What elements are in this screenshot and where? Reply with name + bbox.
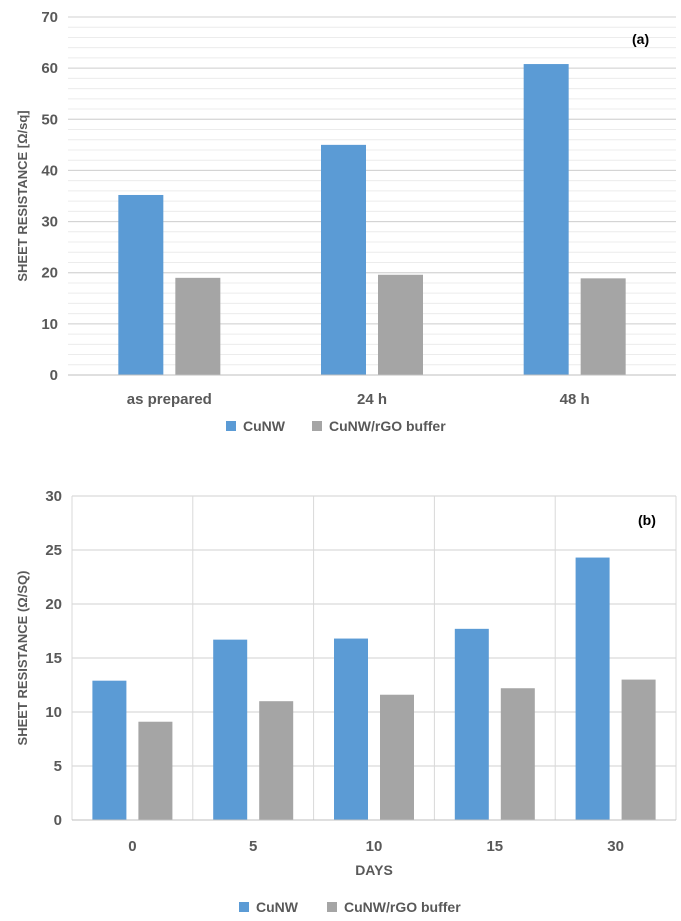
chart-a-legend-label-0: CuNW [243,418,286,434]
chart-a-ytick-label: 40 [41,162,58,179]
chart-a-ytick-label: 10 [41,316,58,333]
chart-b-xlabel: DAYS [355,862,393,878]
chart-b-bar-cunw-rgo-4 [621,679,656,820]
chart-b-bar-cunw-0 [92,680,127,820]
chart-a-bar-cunw-rgo-0 [175,277,221,375]
chart-b-bar-cunw-rgo-1 [259,701,294,820]
chart-b-xtick-label: 0 [128,838,136,855]
chart-b-bar-cunw-3 [454,628,489,820]
chart-a-xtick-label: 48 h [560,391,590,408]
chart-b-legend-swatch-0 [239,902,249,912]
chart-a-ytick-label: 50 [41,111,58,128]
chart-a-ylabel: SHEET RESISTANCE [Ω/sq] [15,110,30,281]
chart-a-bar-cunw-1 [321,144,366,375]
chart-b-ylabel: SHEET RESISTANCE (Ω/SQ) [15,571,30,746]
chart-a-ytick-label: 30 [41,214,58,231]
chart-b-ytick-label: 25 [45,542,62,559]
chart-a-ytick-label: 20 [41,265,58,282]
chart-b-ytick-label: 0 [54,812,62,829]
chart-b-panel-label: (b) [638,512,656,528]
chart-a-bar-cunw-rgo-1 [378,274,423,375]
chart-b-xtick-label: 30 [607,838,624,855]
chart-a-legend-swatch-1 [312,421,322,431]
chart-a-bar-cunw-2 [523,64,569,376]
chart-b-legend-label-0: CuNW [256,899,299,915]
chart-b-ytick-label: 5 [54,758,62,775]
chart-b-xtick-label: 10 [366,838,383,855]
chart-b-legend-swatch-1 [327,902,337,912]
chart-b-bar-cunw-2 [334,638,368,820]
chart-a-ytick-label: 0 [50,367,58,384]
chart-b-bar-cunw-1 [213,639,248,820]
chart-a-bar-cunw-rgo-2 [580,278,626,375]
chart-b-bar-cunw-4 [575,557,610,820]
chart-b-ytick-label: 10 [45,704,62,721]
chart-a-legend-swatch-0 [226,421,236,431]
chart-b-bar-cunw-rgo-3 [500,688,535,820]
chart-b-legend-label-1: CuNW/rGO buffer [344,899,461,915]
chart-b-xtick-label: 5 [249,838,257,855]
chart-b-xtick-label: 15 [486,838,503,855]
chart-a-xtick-label: 24 h [357,391,387,408]
chart-a-xtick-label: as prepared [127,391,212,408]
chart-b-ytick-label: 15 [45,650,62,667]
chart-a-ytick-label: 70 [41,9,58,26]
chart-a-legend-label-1: CuNW/rGO buffer [329,418,446,434]
chart-b-bar-cunw-rgo-0 [138,721,173,820]
chart-b-bar-cunw-rgo-2 [380,694,414,820]
chart-b-ytick-label: 20 [45,596,62,613]
chart-a-ytick-label: 60 [41,60,58,77]
chart-a-bar-cunw-0 [118,194,164,375]
chart-b-ytick-label: 30 [45,488,62,505]
chart-a-panel-label: (a) [632,31,649,47]
